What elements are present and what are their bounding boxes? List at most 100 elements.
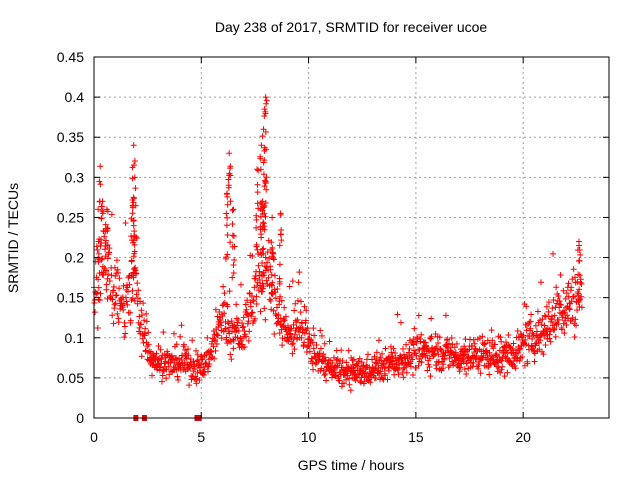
data-point [328, 374, 335, 381]
spike-point [225, 182, 232, 189]
data-point [272, 295, 279, 302]
data-point [274, 286, 281, 293]
data-point [244, 320, 251, 327]
data-point [577, 276, 584, 283]
spike-point [131, 162, 138, 169]
spike-peak-point [259, 198, 266, 205]
data-point [348, 368, 355, 375]
data-point [282, 313, 289, 320]
data-point [498, 338, 505, 345]
spike-point [227, 198, 234, 205]
spike-point [96, 198, 103, 205]
data-point [291, 346, 298, 353]
data-point [92, 309, 99, 316]
data-point [240, 314, 247, 321]
data-point [245, 337, 252, 344]
spike-point [268, 239, 275, 246]
spike-point [229, 274, 236, 281]
data-point [237, 281, 244, 288]
data-point [461, 351, 468, 358]
data-point [114, 310, 121, 317]
data-point [115, 319, 122, 326]
data-point [136, 324, 143, 331]
spike-point [128, 258, 135, 265]
data-point [385, 354, 392, 361]
spike-point [270, 250, 277, 257]
data-point [549, 313, 556, 320]
data-point [301, 339, 308, 346]
data-point [256, 276, 263, 283]
data-point [139, 312, 146, 319]
data-point [535, 339, 542, 346]
data-point [110, 287, 117, 294]
data-point [391, 371, 398, 378]
data-point [145, 341, 152, 348]
spike-peak-point [262, 94, 269, 101]
data-point [218, 335, 225, 342]
data-point [433, 344, 440, 351]
data-point [486, 371, 493, 378]
data-point [323, 377, 330, 384]
spike-peak-point [130, 142, 137, 149]
data-point [155, 343, 162, 350]
spike-peak-point [103, 206, 110, 213]
data-point [488, 353, 495, 360]
data-point [576, 286, 583, 293]
spike-peak-point [129, 202, 136, 209]
data-point [271, 330, 278, 337]
data-point [225, 320, 232, 327]
data-point [290, 340, 297, 347]
data-point [427, 335, 434, 342]
data-point [479, 333, 486, 340]
data-point [313, 342, 320, 349]
data-point [357, 378, 364, 385]
data-point [512, 365, 519, 372]
data-point [505, 331, 512, 338]
data-point [144, 343, 151, 350]
spike-point [229, 221, 236, 228]
data-point [138, 321, 145, 328]
data-point [426, 355, 433, 362]
spike-point [276, 280, 283, 287]
spike-point [229, 232, 236, 239]
data-point [364, 351, 371, 358]
data-point [273, 304, 280, 311]
data-point [331, 364, 338, 371]
data-point [343, 359, 350, 366]
data-point [321, 372, 328, 379]
data-point [522, 341, 529, 348]
data-point [497, 369, 504, 376]
data-point [231, 323, 238, 330]
data-point [563, 290, 570, 297]
data-point [497, 334, 504, 341]
spike-point [225, 176, 232, 183]
data-point [198, 356, 205, 363]
data-point [289, 341, 296, 348]
data-point [238, 337, 245, 344]
data-point [140, 339, 147, 346]
data-point [516, 346, 523, 353]
data-point [566, 305, 573, 312]
data-point [392, 349, 399, 356]
spike-point [131, 233, 138, 240]
data-point [532, 322, 539, 329]
data-point [136, 313, 143, 320]
data-point [557, 301, 564, 308]
data-point [550, 297, 557, 304]
data-point [250, 297, 257, 304]
data-point [135, 287, 142, 294]
data-point [486, 349, 493, 356]
spike-point [131, 228, 138, 235]
data-point [187, 365, 194, 372]
data-point [134, 295, 141, 302]
data-point [534, 308, 541, 315]
spike-point [95, 238, 102, 245]
data-point [119, 304, 126, 311]
data-point [470, 360, 477, 367]
x-tick-label: 15 [408, 429, 424, 445]
data-point [541, 322, 548, 329]
data-point [320, 351, 327, 358]
spike-point [278, 237, 285, 244]
data-point [529, 335, 536, 342]
spike-point [276, 242, 283, 249]
